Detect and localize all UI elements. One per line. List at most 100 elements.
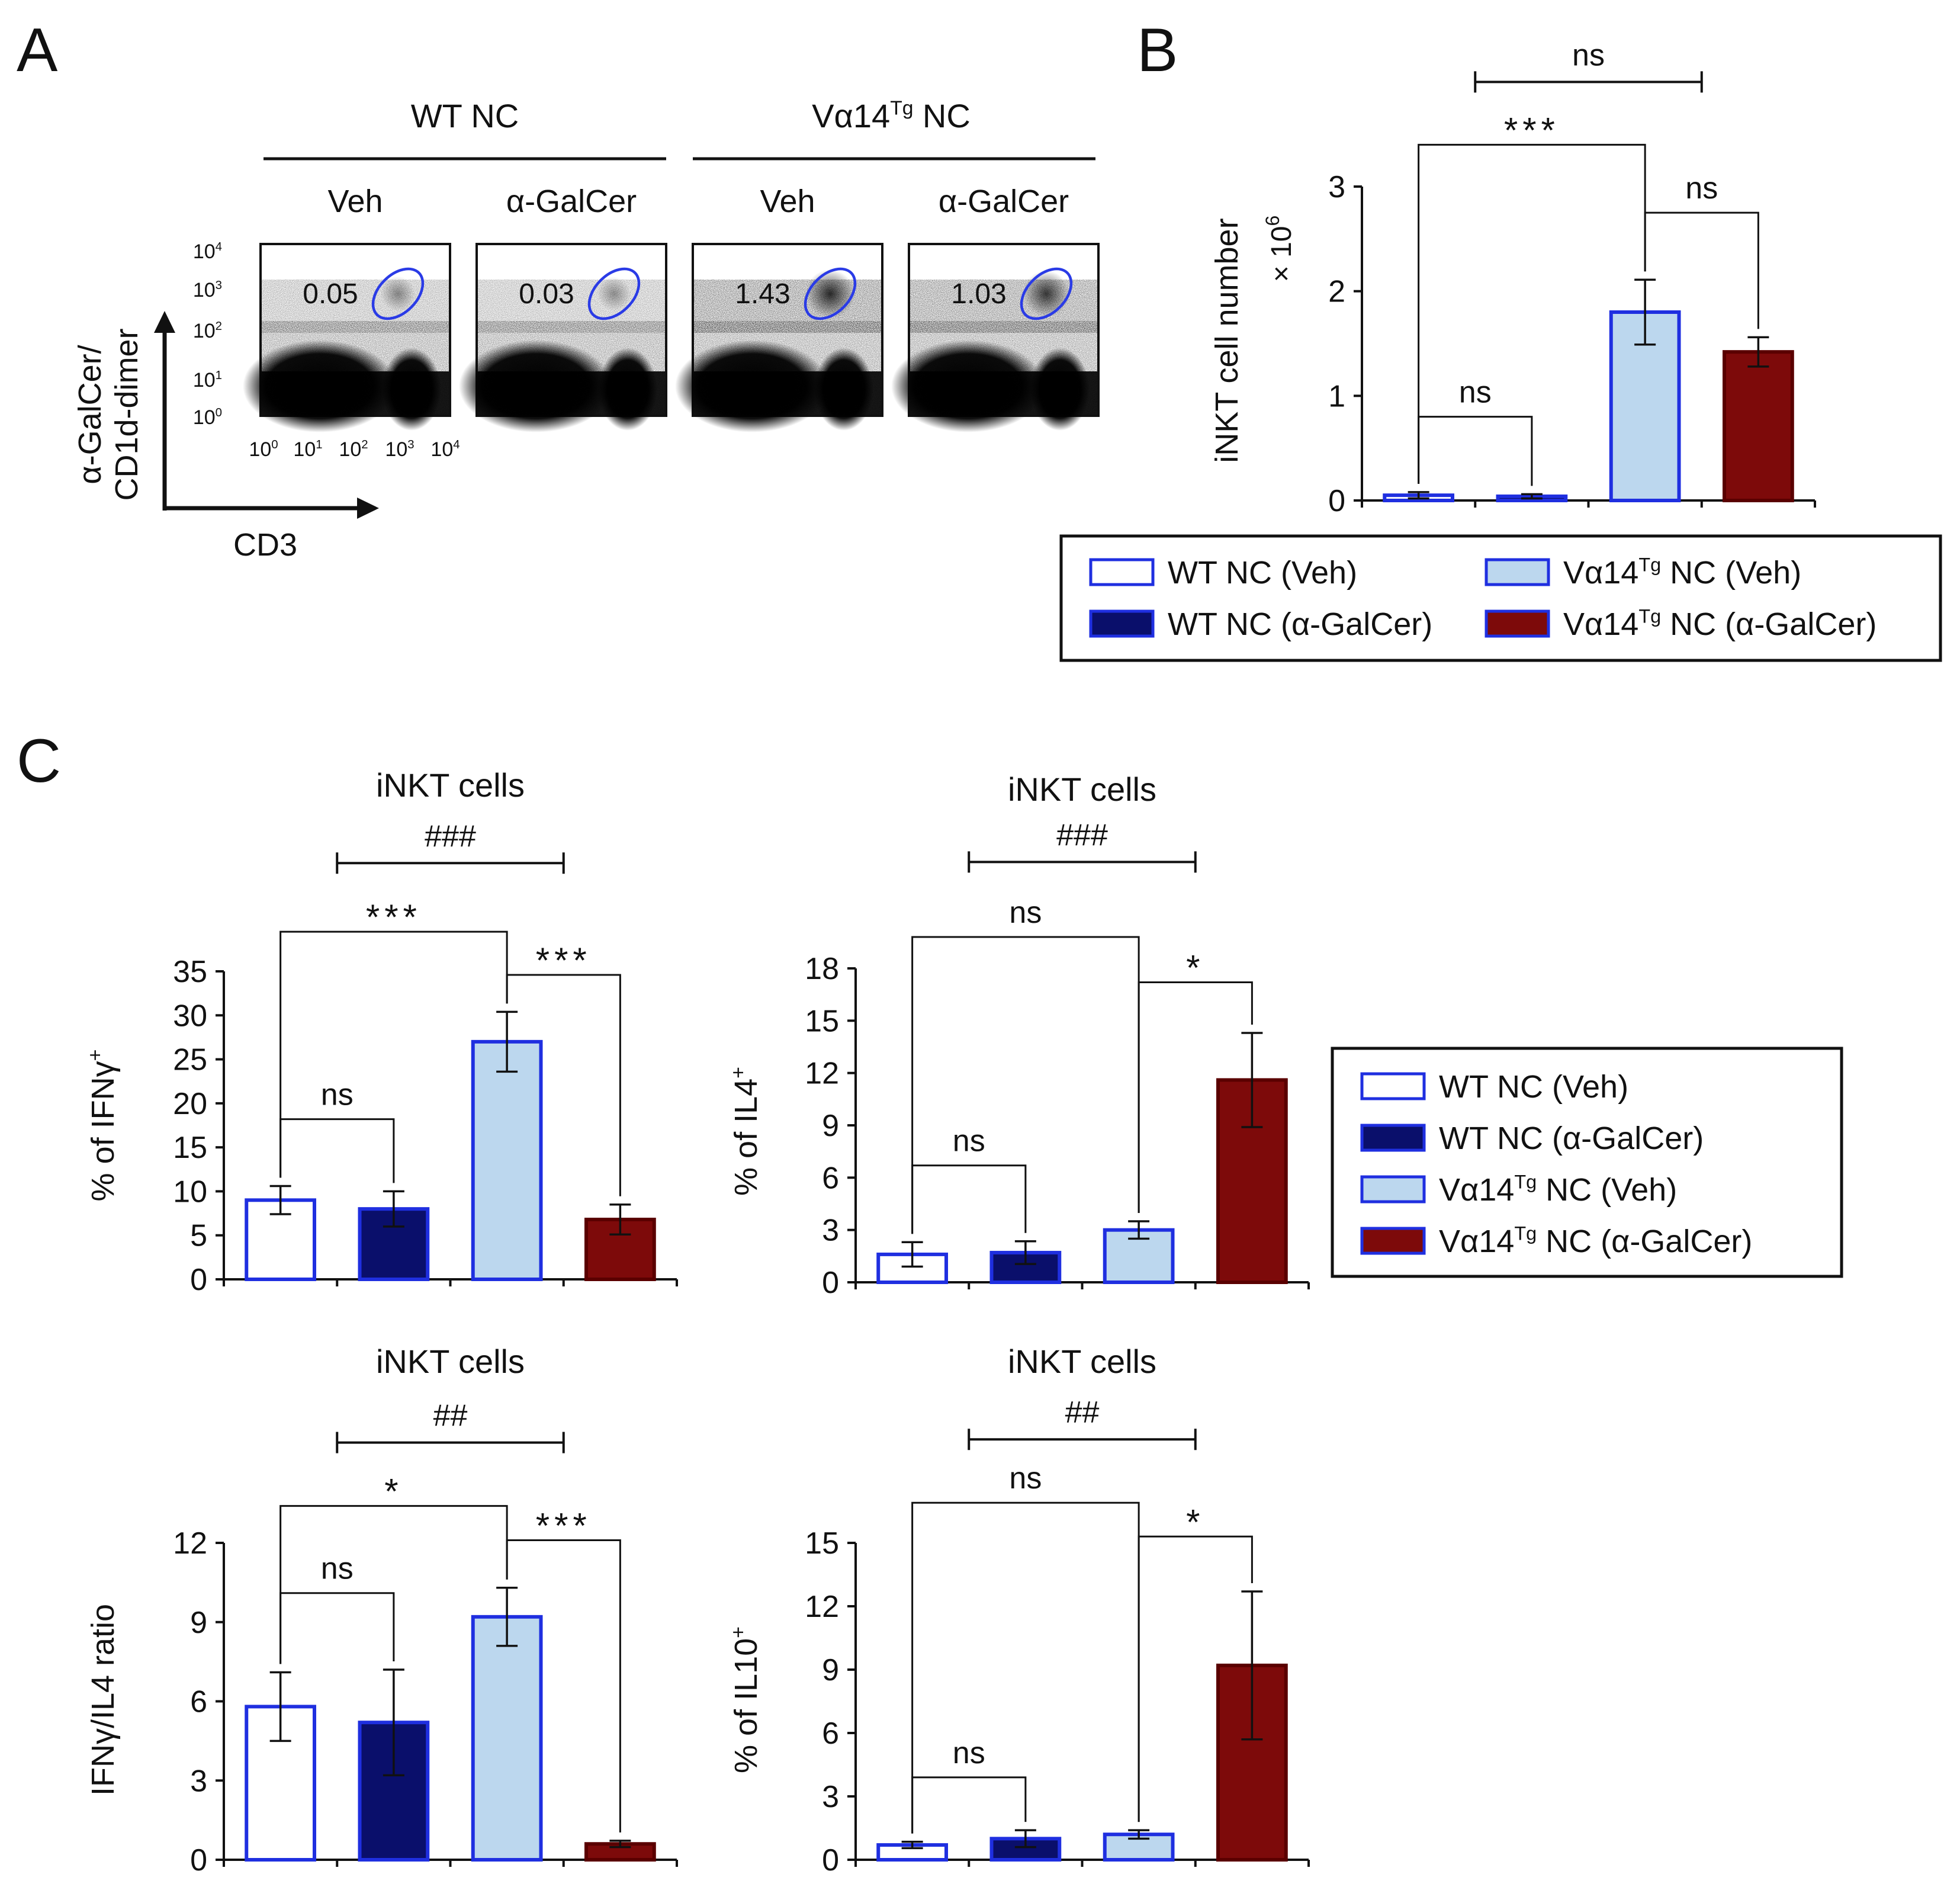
legend-label: WT NC (α-GalCer) bbox=[1439, 1121, 1704, 1156]
bracket bbox=[1418, 416, 1533, 486]
legend-swatch bbox=[1360, 1072, 1426, 1100]
y-tick-label: 1 bbox=[1328, 379, 1345, 413]
y-tick-label: 0 bbox=[822, 1266, 839, 1300]
gate-percentage: 0.05 bbox=[303, 278, 358, 310]
y-axis-label: iNKT cell number bbox=[1209, 218, 1245, 463]
y-tick-label: 2 bbox=[1328, 275, 1345, 309]
significance-label: *** bbox=[536, 941, 592, 980]
gate-percentage: 1.43 bbox=[735, 278, 790, 310]
flow-inkt-population bbox=[380, 275, 416, 312]
group-label: WT NC bbox=[411, 97, 519, 134]
flow-plot: 0.05 bbox=[243, 243, 451, 432]
y-tick-label: 3 bbox=[190, 1764, 207, 1798]
legend-label: Vα14Tg NC (Veh) bbox=[1439, 1171, 1677, 1208]
legend-swatch bbox=[1360, 1124, 1426, 1152]
significance-label: ns bbox=[1009, 1461, 1042, 1496]
legend-swatch bbox=[1360, 1175, 1426, 1204]
treatment-label: α-GalCer bbox=[506, 184, 637, 219]
significance-label: *** bbox=[1504, 110, 1560, 150]
bracket bbox=[911, 1776, 1027, 1834]
significance-label: * bbox=[1186, 1502, 1204, 1542]
significance-label: ## bbox=[1065, 1395, 1100, 1430]
legend-c: WT NC (Veh) WT NC (α-GalCer) Vα14Tg NC (Ve… bbox=[1331, 1047, 1843, 1278]
significance-label: ## bbox=[433, 1399, 468, 1433]
legend-swatch bbox=[1360, 1227, 1426, 1255]
y-tick-label: 12 bbox=[173, 1526, 207, 1561]
y-tick-label: 12 bbox=[805, 1057, 839, 1091]
chart-title: iNKT cells bbox=[376, 766, 525, 804]
panel-label-c: C bbox=[17, 727, 61, 795]
y-tick-label: 15 bbox=[805, 1004, 839, 1038]
significance-label: *** bbox=[536, 1506, 592, 1546]
y-tick-label: 102 bbox=[193, 320, 222, 342]
legend-label: WT NC (α-GalCer) bbox=[1168, 606, 1432, 642]
y-axis-label: % of IFNγ+ bbox=[84, 1050, 121, 1202]
y-tick-label: 9 bbox=[190, 1606, 207, 1640]
bracket bbox=[279, 1118, 395, 1183]
flow-gate bbox=[1020, 267, 1073, 320]
y-tick-label: 9 bbox=[822, 1653, 839, 1687]
legend-label: Vα14Tg NC (Veh) bbox=[1563, 554, 1801, 591]
bracket bbox=[1138, 1535, 1253, 1822]
x-tick-label: 100 bbox=[249, 438, 278, 461]
bracket bbox=[911, 1164, 1027, 1234]
y-tick-label: 103 bbox=[193, 279, 222, 301]
gate-percentage: 0.03 bbox=[519, 278, 574, 310]
legend-label: Vα14Tg NC (α-GalCer) bbox=[1439, 1222, 1752, 1259]
significance-label: * bbox=[384, 1472, 403, 1511]
treatment-label: α-GalCer bbox=[939, 184, 1069, 219]
x-tick-label: 104 bbox=[430, 438, 460, 461]
x-tick-label: 102 bbox=[339, 438, 368, 461]
chart-c-ifng: 0 5 10 15 20 25 30 35 *** *** ns ### iNKT cells % of … bbox=[84, 766, 678, 1297]
panel-a-flow-plots: WT NC Vα14Tg NC Veh α-GalCer Veh α-GalCer 0.05… bbox=[72, 97, 1100, 563]
y-tick-label: 0 bbox=[190, 1263, 207, 1297]
y-axis-label: α-GalCer/CD1d-dimer bbox=[72, 328, 144, 500]
legend-label: Vα14Tg NC (α-GalCer) bbox=[1563, 605, 1877, 642]
legend-swatch bbox=[1485, 558, 1550, 586]
y-tick-label: 9 bbox=[822, 1109, 839, 1143]
flow-population-base bbox=[694, 371, 881, 415]
legend-swatch bbox=[1089, 558, 1155, 586]
y-axis-label: % of IL4+ bbox=[727, 1067, 764, 1196]
legend-label: WT NC (Veh) bbox=[1168, 555, 1357, 591]
flow-population-base bbox=[910, 371, 1097, 415]
y-tick-label: 3 bbox=[1328, 170, 1345, 204]
legend-b: WT NC (Veh) WT NC (α-GalCer) Vα14Tg NC (Ve… bbox=[1059, 534, 1942, 662]
flow-gate bbox=[587, 267, 641, 320]
bar bbox=[471, 1039, 543, 1282]
y-tick-label: 18 bbox=[805, 952, 839, 986]
gate-percentage: 1.03 bbox=[951, 278, 1006, 310]
y-axis-label: IFNγ/IL4 ratio bbox=[85, 1604, 121, 1796]
bracket bbox=[1644, 211, 1759, 329]
significance-label: ns bbox=[1572, 38, 1605, 72]
chart-c-il10: 0 3 6 9 12 15 ns * ns ## iNKT cells % of IL10+ bbox=[727, 1343, 1310, 1878]
x-tick-label: 101 bbox=[293, 438, 322, 461]
flow-noise-upper bbox=[262, 280, 449, 333]
y-tick-label: 0 bbox=[1328, 484, 1345, 518]
treatment-label: Veh bbox=[327, 184, 383, 219]
y-tick-label: 101 bbox=[193, 369, 222, 391]
bracket bbox=[506, 1539, 621, 1833]
flow-noise-upper bbox=[478, 280, 665, 333]
y-tick-label: 0 bbox=[190, 1843, 207, 1878]
chart-c-il4: 0 3 6 9 12 15 18 ns * ns ### iNKT cells % of IL4+ bbox=[727, 771, 1310, 1300]
significance-label: ns bbox=[321, 1078, 354, 1112]
legend-swatch bbox=[1089, 609, 1155, 638]
y-tick-label: 3 bbox=[822, 1214, 839, 1248]
y-tick-label: 35 bbox=[173, 955, 207, 989]
group-label: Vα14Tg NC bbox=[812, 97, 971, 134]
significance-label: ns bbox=[1459, 376, 1492, 410]
legend-frame bbox=[1059, 534, 1942, 662]
bracket bbox=[279, 1592, 395, 1664]
flow-gate bbox=[804, 267, 857, 320]
significance-label: ns bbox=[1685, 171, 1718, 206]
chart-title: iNKT cells bbox=[1008, 1343, 1156, 1380]
bracket bbox=[506, 974, 621, 1196]
flow-population-base bbox=[262, 371, 449, 415]
flow-plot: 1.03 bbox=[891, 243, 1100, 432]
y-tick-label: 6 bbox=[190, 1685, 207, 1719]
y-tick-label: 104 bbox=[193, 240, 222, 263]
treatment-label: Veh bbox=[760, 184, 815, 219]
